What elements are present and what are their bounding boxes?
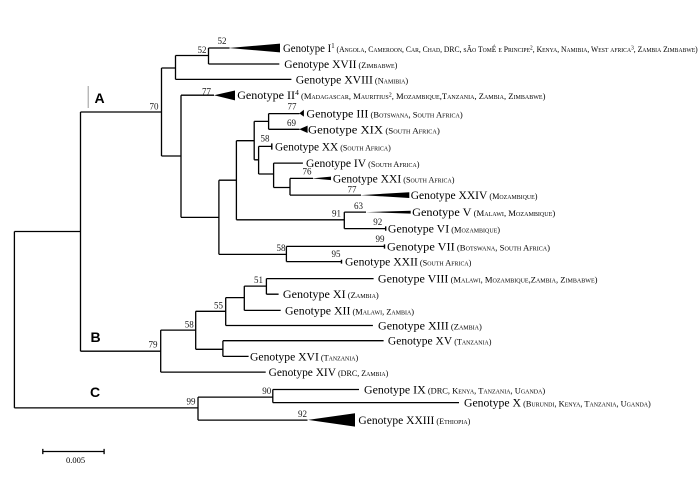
svg-text:Genotype XV (Tanzania): Genotype XV (Tanzania): [388, 335, 492, 348]
svg-text:0.005: 0.005: [66, 455, 85, 465]
svg-text:Genotype XVII (Zimbabwe): Genotype XVII (Zimbabwe): [284, 58, 397, 71]
svg-text:Genotype XVIII (Namibia): Genotype XVIII (Namibia): [296, 72, 409, 86]
svg-text:69: 69: [287, 118, 297, 128]
svg-text:52: 52: [218, 36, 227, 46]
svg-text:Genotype X (Burundi, Kenya, Ta: Genotype X (Burundi, Kenya, Tanzania, Ug…: [464, 395, 651, 409]
svg-text:95: 95: [332, 249, 342, 259]
svg-text:Genotype V (Malawi, Mozambique: Genotype V (Malawi, Mozambique): [412, 205, 555, 219]
svg-text:Genotype XXIV (Mozambique): Genotype XXIV (Mozambique): [411, 189, 538, 202]
svg-text:Genotype XXIII (Ethiopia): Genotype XXIII (Ethiopia): [358, 414, 470, 427]
svg-text:Genotype XIX (South Africa): Genotype XIX (South Africa): [308, 123, 440, 137]
svg-text:77: 77: [288, 102, 298, 112]
svg-text:77: 77: [202, 86, 212, 96]
svg-text:77: 77: [348, 185, 358, 195]
svg-text:Genotype XX (South Africa): Genotype XX (South Africa): [275, 140, 391, 153]
svg-text:79: 79: [149, 340, 159, 350]
svg-text:92: 92: [298, 409, 307, 419]
svg-text:Genotype XVI (Tanzania): Genotype XVI (Tanzania): [250, 349, 359, 363]
svg-text:63: 63: [354, 201, 364, 211]
svg-text:Genotype XXI (South Africa): Genotype XXI (South Africa): [333, 172, 455, 185]
svg-text:51: 51: [254, 275, 263, 285]
svg-text:Genotype VI (Mozambique): Genotype VI (Mozambique): [388, 222, 500, 236]
svg-text:Genotype VII (Botswana, South: Genotype VII (Botswana, South Africa): [387, 240, 550, 254]
svg-text:B: B: [91, 329, 101, 345]
svg-text:55: 55: [214, 301, 224, 311]
svg-text:91: 91: [332, 209, 341, 219]
svg-text:58: 58: [277, 243, 287, 253]
svg-text:Genotype VIII (Malawi, Mozambi: Genotype VIII (Malawi, Mozambique,Zambia…: [378, 272, 598, 286]
svg-text:Genotype XXII (South Africa): Genotype XXII (South Africa): [345, 254, 472, 268]
svg-text:70: 70: [150, 102, 160, 112]
svg-text:76: 76: [303, 167, 313, 177]
svg-text:Genotype XI (Zambia): Genotype XI (Zambia): [283, 287, 379, 301]
svg-text:58: 58: [185, 320, 195, 330]
svg-text:Genotype XII (Malawi, Zambia): Genotype XII (Malawi, Zambia): [285, 303, 414, 317]
svg-text:Genotype XIV (DRC, Zambia): Genotype XIV (DRC, Zambia): [269, 366, 389, 379]
svg-text:Genotype IX (DRC, Kenya, Tanza: Genotype IX (DRC, Kenya, Tanzania, Ugand…: [364, 382, 545, 396]
svg-text:Genotype II4⁠ (Madagascar, Mau: Genotype II4⁠ (Madagascar, Mauritius2⁠, …: [237, 88, 545, 102]
svg-text:Genotype XIII (Zambia): Genotype XIII (Zambia): [378, 319, 482, 333]
svg-text:Genotype IV (South Africa): Genotype IV (South Africa): [306, 156, 420, 170]
svg-text:52: 52: [198, 45, 207, 55]
svg-text:99: 99: [376, 234, 386, 244]
svg-text:92: 92: [373, 217, 382, 227]
svg-text:C: C: [90, 384, 100, 400]
svg-text:58: 58: [261, 134, 271, 144]
svg-text:A: A: [95, 90, 105, 106]
svg-text:90: 90: [262, 386, 272, 396]
svg-text:Genotype I1⁠ (Angola, Cameroon: Genotype I1⁠ (Angola, Cameroon, Car, Cha…: [283, 42, 698, 55]
svg-text:Genotype III (Botswana, South: Genotype III (Botswana, South Africa): [306, 107, 462, 121]
svg-text:99: 99: [187, 397, 197, 407]
